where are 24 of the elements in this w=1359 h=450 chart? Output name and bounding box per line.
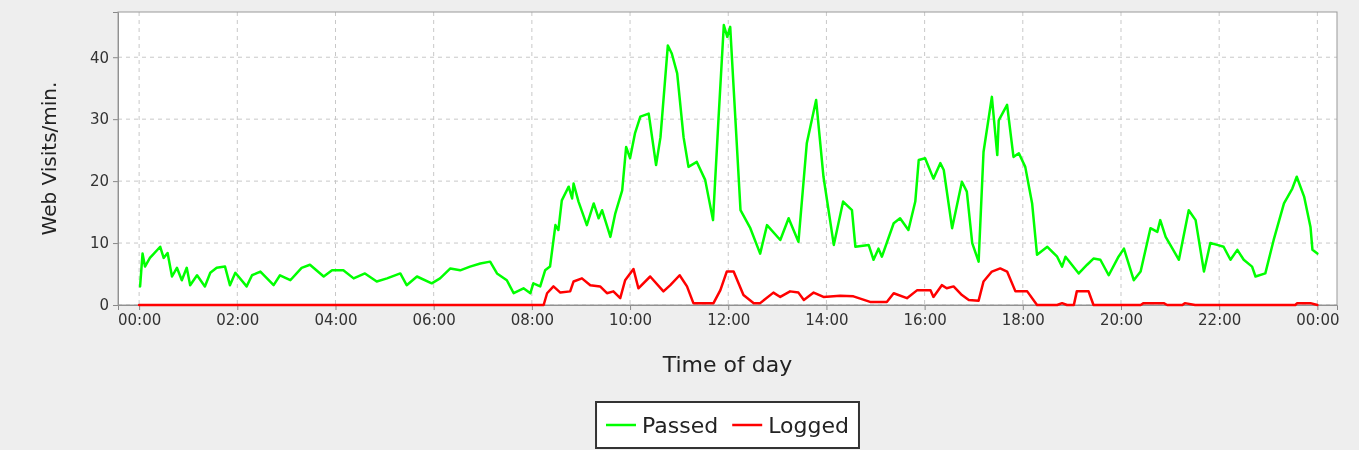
x-tick-label: 00:00 [1296, 310, 1340, 329]
x-tick-label: 20:00 [1099, 310, 1144, 329]
x-axis-title: Time of day [661, 352, 793, 377]
x-tick-label: 18:00 [1001, 310, 1045, 329]
x-tick-label: 04:00 [314, 310, 358, 329]
y-tick-label: 20 [89, 172, 109, 191]
y-tick-label: 40 [89, 48, 109, 67]
y-tick-label: 30 [89, 110, 109, 129]
line-series [137, 267, 1319, 307]
x-tick-label: 12:00 [707, 310, 751, 329]
y-axis-title: Web Visits/min. [37, 81, 61, 236]
y-tick-label: 0 [99, 296, 109, 315]
x-tick-label: 02:00 [216, 310, 260, 329]
x-tick-label: 00:00 [117, 310, 162, 329]
legend-label: Passed [642, 413, 719, 438]
x-tick-label: 16:00 [903, 310, 947, 329]
x-tick-label: 10:00 [608, 310, 653, 329]
legend-label: Logged [768, 413, 849, 438]
x-tick-label: 06:00 [412, 310, 456, 329]
y-tick-label: 10 [89, 234, 109, 253]
x-tick-label: 22:00 [1198, 310, 1242, 329]
line-series [138, 23, 1319, 295]
x-tick-label: 08:00 [510, 310, 554, 329]
x-tick-label: 14:00 [805, 310, 849, 329]
